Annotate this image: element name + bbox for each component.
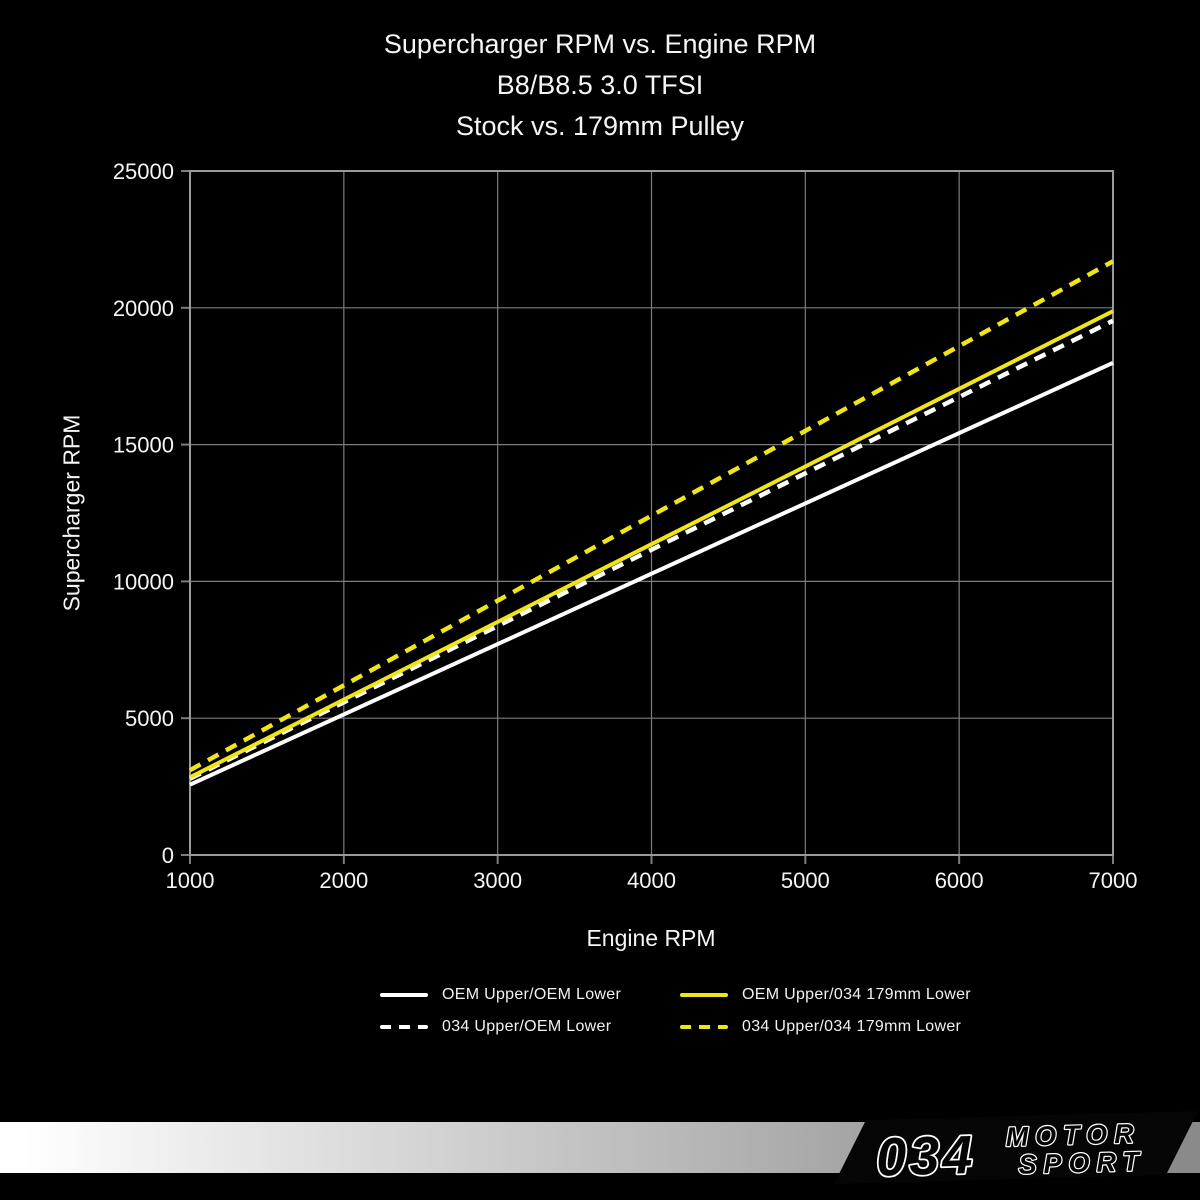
y-axis-title: Supercharger RPM xyxy=(58,414,85,612)
svg-text:5000: 5000 xyxy=(781,868,830,893)
chart-title-line-3: Stock vs. 179mm Pulley xyxy=(455,111,745,141)
legend-label: 034 Upper/034 179mm Lower xyxy=(742,1018,962,1035)
chart-title-line-1: Supercharger RPM vs. Engine RPM xyxy=(383,29,817,59)
svg-text:10000: 10000 xyxy=(113,569,174,594)
logo-plate xyxy=(834,1111,1198,1184)
legend-item-oem-upper-oem-lower: OEM Upper/OEM Lower xyxy=(380,986,680,1004)
legend-swatch-yellow-dashed-line xyxy=(680,1025,728,1029)
svg-text:4000: 4000 xyxy=(627,868,676,893)
chart-legend: OEM Upper/OEM Lower OEM Upper/034 179mm … xyxy=(380,986,1020,1036)
legend-swatch-white-solid-line xyxy=(380,993,428,997)
svg-text:0: 0 xyxy=(162,843,174,868)
legend-item-oem-upper-034-lower: OEM Upper/034 179mm Lower xyxy=(680,986,1020,1004)
svg-text:2000: 2000 xyxy=(319,868,368,893)
legend-label: OEM Upper/034 179mm Lower xyxy=(742,986,971,1003)
svg-text:3000: 3000 xyxy=(473,868,522,893)
plot-area: 0 5000 10000 15000 20000 25000 1000 2000 3000 400… xyxy=(113,159,1138,893)
svg-text:25000: 25000 xyxy=(113,159,174,184)
034motorsport-logo: 034 MOTOR SPORT xyxy=(834,1111,1198,1189)
logo-word-motor: MOTOR xyxy=(1005,1118,1141,1152)
svg-text:20000: 20000 xyxy=(113,296,174,321)
legend-item-034-upper-oem-lower: 034 Upper/OEM Lower xyxy=(380,1018,680,1036)
svg-text:6000: 6000 xyxy=(935,868,984,893)
svg-text:5000: 5000 xyxy=(125,706,174,731)
svg-text:1000: 1000 xyxy=(166,868,215,893)
chart-title-line-2: B8/B8.5 3.0 TFSI xyxy=(496,70,704,100)
x-axis-title: Engine RPM xyxy=(586,925,716,951)
svg-text:7000: 7000 xyxy=(1089,868,1138,893)
legend-swatch-white-dashed-line xyxy=(380,1025,428,1029)
legend-item-034-upper-034-lower: 034 Upper/034 179mm Lower xyxy=(680,1018,1020,1036)
legend-label: 034 Upper/OEM Lower xyxy=(442,1018,612,1035)
logo-word-sport: SPORT xyxy=(1018,1146,1146,1180)
svg-text:15000: 15000 xyxy=(113,433,174,458)
legend-label: OEM Upper/OEM Lower xyxy=(442,986,622,1003)
logo-number: 034 xyxy=(875,1125,976,1188)
chart-title: Supercharger RPM vs. Engine RPM B8/B8.5 … xyxy=(0,24,1200,147)
legend-swatch-yellow-solid-line xyxy=(680,993,728,997)
